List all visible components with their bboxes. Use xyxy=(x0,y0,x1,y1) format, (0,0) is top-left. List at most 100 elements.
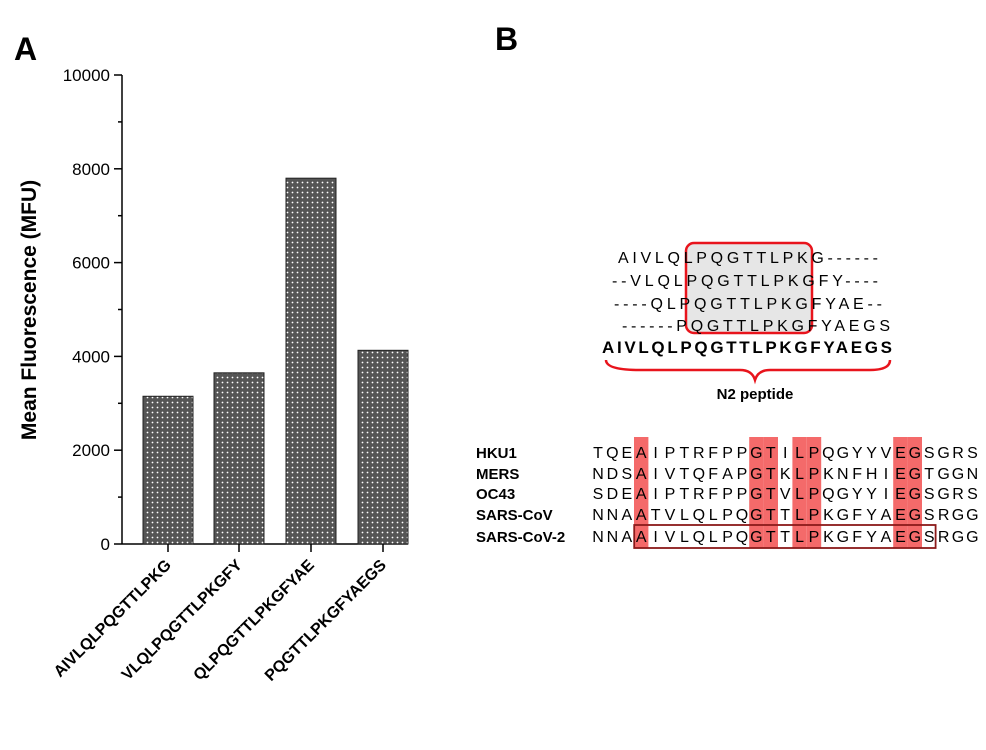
peptide-overlap-diagram: AIVLQLPQGTTLPKG------ --VLQLPQGTTLPKGFY-… xyxy=(602,241,892,403)
residue: G xyxy=(952,507,964,524)
residue: E xyxy=(895,445,906,462)
residue: G xyxy=(750,529,762,546)
residue: G xyxy=(909,466,921,483)
y-tick-label: 2000 xyxy=(72,441,110,460)
conserved-column-highlight xyxy=(749,437,764,548)
residue: Y xyxy=(866,445,877,462)
residue: G xyxy=(750,445,762,462)
residue: R xyxy=(952,445,964,462)
residue: G xyxy=(937,445,949,462)
residue: Q xyxy=(693,529,705,546)
residue: L xyxy=(795,486,804,503)
species-label: SARS-CoV-2 xyxy=(476,529,565,546)
x-tick-label: AIVLQLPQGTTLPKG xyxy=(51,557,175,681)
residue: G xyxy=(909,445,921,462)
residue: P xyxy=(722,486,733,503)
residue: S xyxy=(621,466,632,483)
peptide-row: AIVLQLPQGTTLPKG------ xyxy=(618,250,878,267)
residue: S xyxy=(924,445,935,462)
residue: S xyxy=(593,486,604,503)
bar xyxy=(213,372,265,545)
residue: H xyxy=(866,466,878,483)
conserved-column-highlight xyxy=(907,437,922,548)
residue: E xyxy=(895,486,906,503)
residue: I xyxy=(653,486,657,503)
residue: G xyxy=(837,445,849,462)
residue: P xyxy=(737,445,748,462)
conserved-column-highlight xyxy=(806,437,822,548)
residue: I xyxy=(783,445,787,462)
peptide-row: ----QLPQGTTLPKGFYAE-- xyxy=(614,296,882,313)
y-tick-label: 0 xyxy=(101,535,110,554)
residue: T xyxy=(766,466,776,483)
panel-label-b: B xyxy=(495,21,518,57)
residue: T xyxy=(780,507,790,524)
conserved-column-highlight xyxy=(792,437,807,548)
residue: N xyxy=(837,466,849,483)
residue: L xyxy=(680,507,689,524)
residue: G xyxy=(966,507,978,524)
full-peptide: AIVLQLPQGTTLPKGFYAEGS xyxy=(602,338,892,357)
conserved-column-highlight xyxy=(763,437,778,548)
residue: L xyxy=(795,445,804,462)
residue: G xyxy=(909,507,921,524)
residue: L xyxy=(795,507,804,524)
residue: K xyxy=(823,529,834,546)
residue: A xyxy=(636,466,647,483)
residue: K xyxy=(823,507,834,524)
residue: R xyxy=(693,486,705,503)
residue: N xyxy=(967,466,979,483)
residue: V xyxy=(665,507,676,524)
residue: D xyxy=(607,466,619,483)
residue: V xyxy=(665,466,676,483)
residue: L xyxy=(709,507,718,524)
residue: P xyxy=(809,445,820,462)
species-label: MERS xyxy=(476,466,519,483)
residue: L xyxy=(795,466,804,483)
residue: E xyxy=(621,445,632,462)
residue: G xyxy=(952,466,964,483)
residue: T xyxy=(680,486,690,503)
peptide-row: ------PQGTTLPKGFYAEGS xyxy=(622,318,890,335)
residue: S xyxy=(924,486,935,503)
residue: G xyxy=(909,486,921,503)
n2-peptide-label: N2 peptide xyxy=(717,386,794,403)
residue: G xyxy=(750,486,762,503)
residue: Y xyxy=(852,486,863,503)
residue: P xyxy=(722,445,733,462)
brace xyxy=(604,359,892,385)
x-tick-label: QLPQGTTLPKGFYAE xyxy=(191,557,318,684)
residue: A xyxy=(621,507,632,524)
residue: S xyxy=(924,529,935,546)
residue: V xyxy=(665,529,676,546)
residue: N xyxy=(592,466,604,483)
n2-region-box xyxy=(633,524,937,549)
residue: P xyxy=(737,486,748,503)
residue: D xyxy=(607,486,619,503)
residue: V xyxy=(881,445,892,462)
residue: T xyxy=(651,507,661,524)
residue: R xyxy=(952,486,964,503)
residue: G xyxy=(750,466,762,483)
residue: L xyxy=(709,529,718,546)
residue: I xyxy=(653,466,657,483)
residue: Q xyxy=(736,507,748,524)
residue: Y xyxy=(866,529,877,546)
residue: I xyxy=(653,445,657,462)
residue: I xyxy=(653,529,657,546)
residue: P xyxy=(722,529,733,546)
residue: F xyxy=(852,507,862,524)
residue: T xyxy=(766,529,776,546)
residue: T xyxy=(593,445,603,462)
residue: G xyxy=(966,529,978,546)
residue: L xyxy=(680,529,689,546)
residue: Q xyxy=(736,529,748,546)
residue: Y xyxy=(866,507,877,524)
residue: S xyxy=(967,445,978,462)
residue: Q xyxy=(606,445,618,462)
residue: V xyxy=(780,486,791,503)
x-tick-label: VLQLPQGTTLPKGFY xyxy=(119,557,246,684)
residue: G xyxy=(909,529,921,546)
